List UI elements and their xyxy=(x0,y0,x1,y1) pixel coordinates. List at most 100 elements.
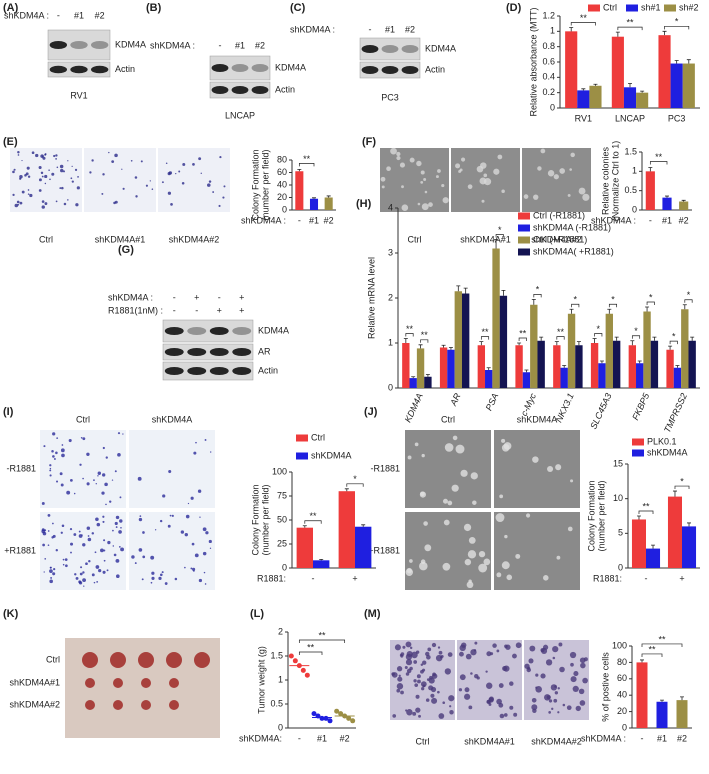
micrograph-detail xyxy=(55,158,57,160)
micrograph-detail xyxy=(405,568,414,577)
micrograph-detail xyxy=(448,695,455,702)
micrograph-detail xyxy=(467,184,473,190)
y-tick-label: 0 xyxy=(282,204,287,214)
bar xyxy=(612,340,621,388)
sig-bracket xyxy=(495,234,504,238)
sig-label: ** xyxy=(482,327,490,337)
bar xyxy=(676,700,688,728)
micrograph-detail xyxy=(49,467,52,470)
micrograph-detail xyxy=(174,577,178,581)
blot-band xyxy=(49,41,68,49)
sig-bracket xyxy=(298,651,323,655)
micrograph-detail xyxy=(464,693,471,700)
blot-strip xyxy=(162,343,254,361)
micrograph-detail xyxy=(493,168,500,175)
micrograph-detail xyxy=(102,173,105,176)
micrograph-detail xyxy=(496,698,502,705)
micrograph-detail xyxy=(141,578,144,581)
lane-label: - xyxy=(57,10,60,20)
micrograph-detail xyxy=(40,171,44,175)
error-bar xyxy=(576,341,581,346)
micrograph-detail xyxy=(405,672,410,676)
error-bar xyxy=(672,490,677,497)
micrograph-detail xyxy=(115,515,120,520)
micrograph-detail xyxy=(419,561,428,571)
image-label: Ctrl xyxy=(416,736,430,746)
image-label: shKDM4A#2 xyxy=(9,699,60,709)
bar xyxy=(605,313,613,388)
sig-label: ** xyxy=(648,644,656,654)
micrograph-detail xyxy=(422,684,426,688)
dot xyxy=(311,711,317,717)
micrograph-detail xyxy=(404,666,408,670)
micrograph-detail xyxy=(438,713,445,719)
bar xyxy=(530,304,538,388)
micrograph-detail xyxy=(422,660,427,665)
micrograph-detail xyxy=(193,570,195,572)
blot-band xyxy=(361,66,379,74)
micrograph-detail xyxy=(409,157,415,163)
bar xyxy=(477,345,486,388)
y-tick-label: 0.5 xyxy=(624,185,637,195)
bar xyxy=(567,313,576,388)
micrograph-detail xyxy=(108,151,110,154)
micrograph-detail xyxy=(543,575,549,581)
error-bar xyxy=(662,30,667,36)
micrograph-detail xyxy=(501,561,510,570)
blot-band xyxy=(187,367,207,375)
blot-band xyxy=(231,86,249,94)
x-tick-label: #1 xyxy=(317,733,327,743)
micrograph-detail xyxy=(397,676,403,682)
bar xyxy=(611,36,624,109)
y-axis-label: Relative absorbance (MTT) xyxy=(528,7,538,116)
y-tick-label: 1 xyxy=(632,166,637,176)
bar xyxy=(575,345,583,388)
dot xyxy=(350,718,356,724)
blot-band xyxy=(232,367,252,375)
micrograph-detail xyxy=(548,699,553,703)
y-tick-label: 50 xyxy=(277,514,287,524)
micrograph-detail xyxy=(55,480,59,483)
micrograph-detail xyxy=(552,646,559,653)
micrograph-detail xyxy=(464,687,470,693)
blot-strip xyxy=(162,361,254,381)
micrograph-detail xyxy=(82,543,86,547)
micrograph-detail xyxy=(413,660,418,664)
error-bar xyxy=(302,525,307,528)
x-tick-label: AR xyxy=(448,391,463,408)
micrograph-detail xyxy=(192,567,196,571)
micrograph-detail xyxy=(570,152,575,158)
micrograph-detail xyxy=(42,156,46,160)
micrograph-detail xyxy=(122,433,124,435)
bar xyxy=(409,378,417,388)
micrograph-detail xyxy=(480,162,487,169)
micrograph-detail xyxy=(49,474,52,477)
legend-swatch xyxy=(518,248,530,256)
micrograph-detail xyxy=(73,533,77,536)
bar xyxy=(565,31,578,108)
bar xyxy=(485,370,493,388)
band-label: Actin xyxy=(425,64,445,74)
blot-row-label: shKDM4A : xyxy=(4,10,49,20)
micrograph-detail xyxy=(199,516,201,518)
x-tick-label: - xyxy=(312,573,315,583)
micrograph-detail xyxy=(49,464,52,467)
bar xyxy=(295,171,304,210)
bar xyxy=(636,662,648,728)
micrograph-detail xyxy=(509,681,514,686)
micrograph-detail xyxy=(101,491,105,495)
y-tick-label: 0 xyxy=(282,562,287,572)
micrograph-detail xyxy=(102,473,106,477)
micrograph-detail xyxy=(420,681,427,688)
micrograph-detail xyxy=(506,574,513,581)
bar xyxy=(461,293,470,388)
y-tick-label: 20 xyxy=(617,706,627,716)
micrograph-detail xyxy=(442,498,448,504)
micrograph-detail xyxy=(118,530,122,534)
micrograph xyxy=(84,148,156,212)
micrograph-detail xyxy=(55,154,58,157)
sig-bracket xyxy=(641,643,683,647)
micrograph-detail xyxy=(466,581,474,589)
dot xyxy=(327,718,333,724)
micrograph-detail xyxy=(91,573,95,577)
